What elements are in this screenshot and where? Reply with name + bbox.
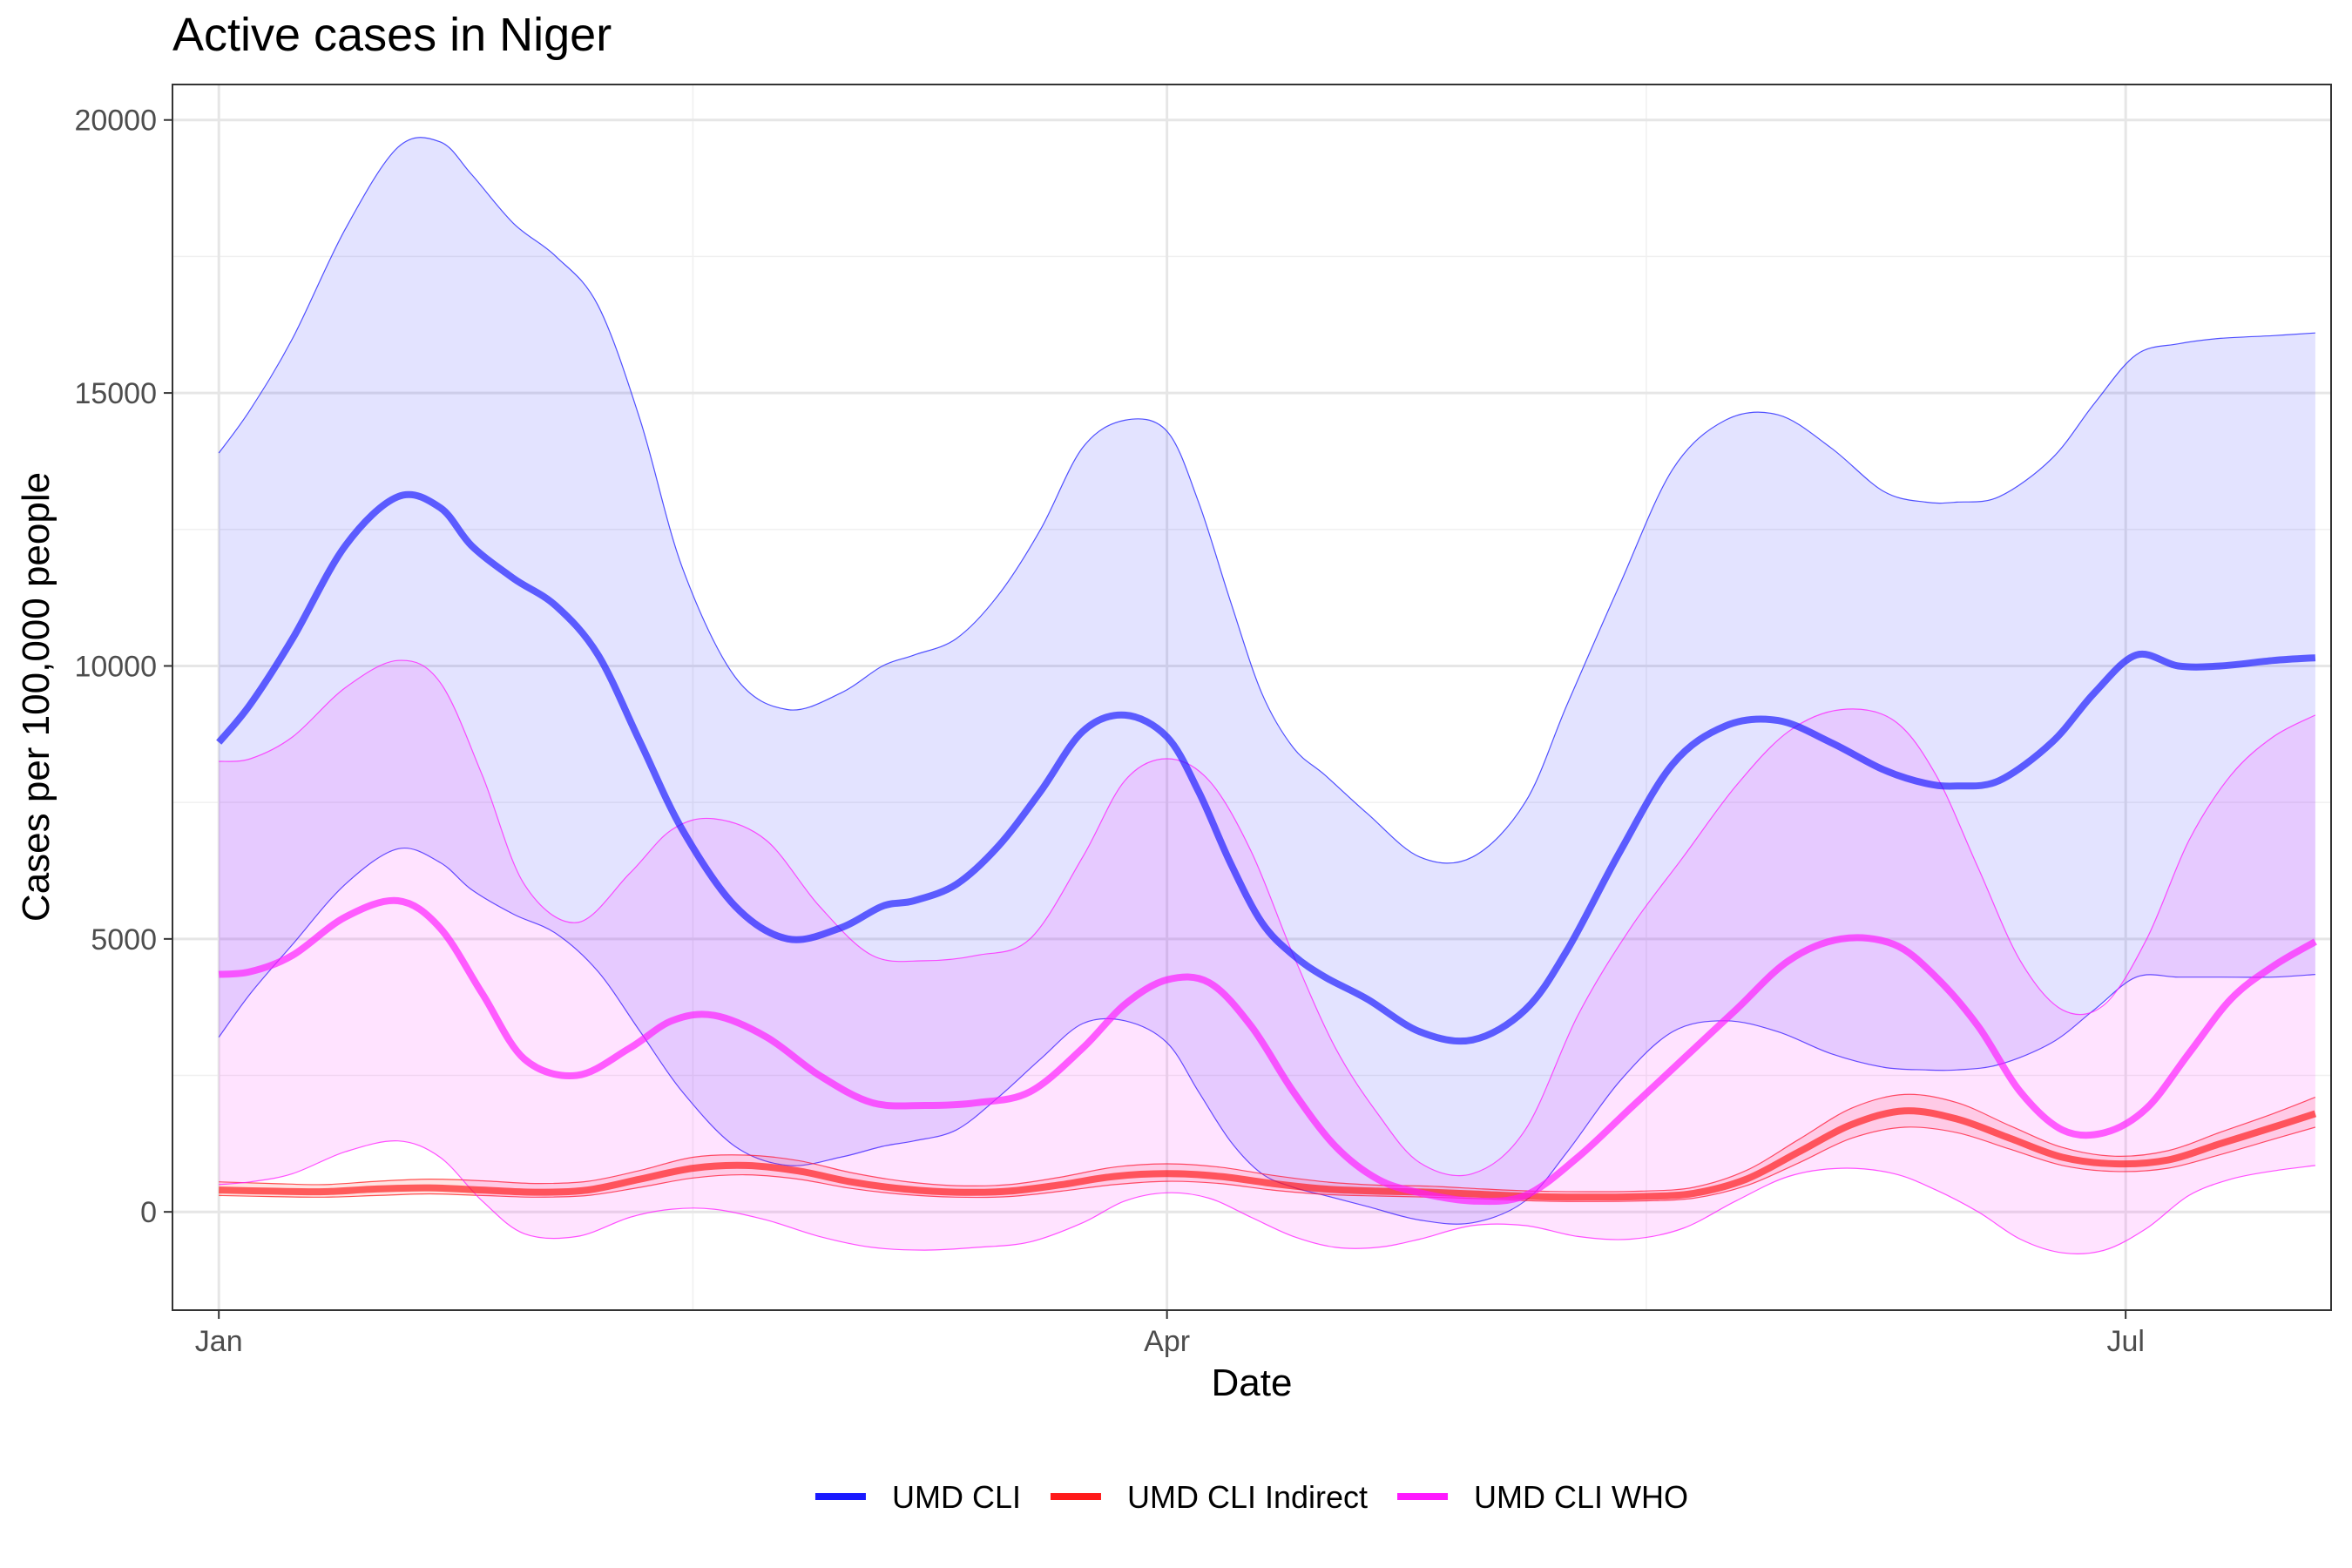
- legend-item-umd-cli-who: UMD CLI WHO: [1397, 1479, 1688, 1515]
- legend-label: UMD CLI: [892, 1479, 1021, 1515]
- y-tick-label: 10000: [74, 650, 157, 683]
- confidence-bands: [218, 137, 2316, 1254]
- legend: UMD CLI UMD CLI Indirect UMD CLI WHO: [814, 1479, 1688, 1515]
- line-umd-cli-indirect: [219, 1107, 2317, 1201]
- band-upper-umd-cli: [218, 137, 2315, 864]
- x-axis-title: Date: [1212, 1362, 1293, 1404]
- x-tick-label: Apr: [1144, 1325, 1190, 1358]
- y-tick-label: 0: [140, 1196, 157, 1229]
- line-umd-cli-who: [218, 896, 2317, 1206]
- line-umd-cli: [216, 490, 2316, 1045]
- gridlines: [172, 84, 2331, 1310]
- y-tick-label: 5000: [91, 923, 157, 956]
- x-tick-label: Jul: [2106, 1325, 2144, 1358]
- legend-item-umd-cli: UMD CLI: [814, 1479, 1021, 1515]
- band-upper-umd-cli-indirect: [219, 1093, 2316, 1193]
- legend-label: UMD CLI Indirect: [1127, 1479, 1368, 1515]
- band-lower-umd-cli-indirect: [219, 1126, 2316, 1202]
- x-tick-label: Jan: [195, 1325, 243, 1358]
- legend-item-umd-cli-indirect: UMD CLI Indirect: [1050, 1479, 1368, 1515]
- y-tick-label: 15000: [74, 377, 157, 410]
- band-umd-cli-who: [219, 660, 2315, 1254]
- plot-panel-border: [172, 84, 2332, 1311]
- chart-title: Active cases in Niger: [172, 9, 612, 61]
- band-lower-umd-cli: [218, 847, 2315, 1225]
- y-axis-title: Cases per 100,000 people: [15, 472, 57, 922]
- y-tick-label: 20000: [74, 105, 157, 138]
- band-umd-cli: [219, 137, 2315, 1225]
- legend-label: UMD CLI WHO: [1474, 1479, 1688, 1515]
- band-lower-umd-cli-who: [219, 1140, 2315, 1254]
- series-lines: [216, 490, 2317, 1206]
- y-axis: 0 5000 10000 15000 20000: [74, 105, 172, 1229]
- x-axis: Jan Apr Jul: [195, 1310, 2145, 1358]
